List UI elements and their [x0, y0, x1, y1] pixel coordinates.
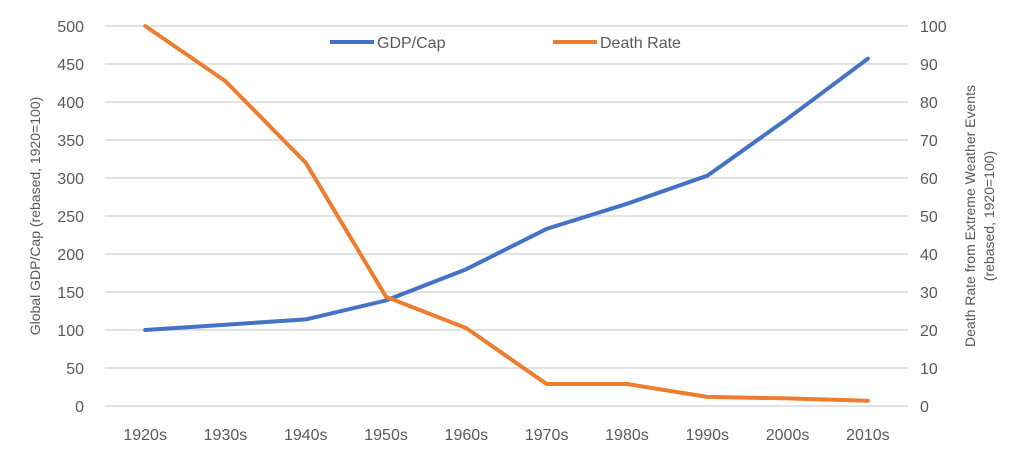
series-line-death-rate [143, 24, 870, 403]
y-tick-label-right: 0 [920, 399, 929, 416]
y-tick-label-left: 450 [57, 57, 84, 74]
y-tick-label-right: 70 [920, 133, 938, 150]
x-tick-label: 1980s [605, 427, 649, 444]
x-axis-ticks: 1920s 1930s 1940s 1950s 1960s 1970s 1980s 1990s… [123, 427, 889, 444]
legend-label-gdp: GDP/Cap [377, 35, 446, 52]
x-tick-label: 1990s [685, 427, 729, 444]
y-tick-label-right: 80 [920, 95, 938, 112]
gridlines [105, 25, 908, 407]
y-axis-left-ticks: 0 50 100 150 200 250 300 350 400 450 500 [57, 19, 84, 416]
series-line-gdp-cap [143, 56, 870, 332]
y-tick-label-left: 50 [66, 361, 84, 378]
series-lines [143, 24, 870, 403]
y-tick-label-left: 150 [57, 285, 84, 302]
x-tick-label: 1970s [525, 427, 569, 444]
y-tick-label-right: 100 [920, 19, 947, 36]
y-tick-label-left: 300 [57, 171, 84, 188]
y-axis-right-title-line2: (rebased, 1920=100) [981, 151, 997, 281]
y-tick-label-left: 250 [57, 209, 84, 226]
x-tick-label: 1950s [364, 427, 408, 444]
y-axis-left-title: Global GDP/Cap (rebased, 1920=100) [27, 97, 43, 336]
y-tick-label-left: 400 [57, 95, 84, 112]
y-tick-label-left: 200 [57, 247, 84, 264]
y-tick-label-left: 350 [57, 133, 84, 150]
y-tick-label-right: 10 [920, 361, 938, 378]
legend: GDP/Cap Death Rate [330, 35, 681, 52]
y-tick-label-left: 0 [75, 399, 84, 416]
y-tick-label-right: 20 [920, 323, 938, 340]
y-tick-label-right: 30 [920, 285, 938, 302]
y-tick-label-left: 500 [57, 19, 84, 36]
x-tick-label: 2010s [846, 427, 890, 444]
x-tick-label: 2000s [766, 427, 810, 444]
y-axis-right-title-line1: Death Rate from Extreme Weather Events [962, 85, 978, 347]
y-axis-right-ticks: 0 10 20 30 40 50 60 70 80 90 100 [920, 19, 947, 416]
x-tick-label: 1920s [123, 427, 167, 444]
x-tick-label: 1960s [445, 427, 489, 444]
x-tick-label: 1940s [284, 427, 328, 444]
x-tick-label: 1930s [204, 427, 248, 444]
y-tick-label-right: 50 [920, 209, 938, 226]
legend-label-death-rate: Death Rate [600, 35, 681, 52]
y-tick-label-left: 100 [57, 323, 84, 340]
y-tick-label-right: 60 [920, 171, 938, 188]
y-tick-label-right: 40 [920, 247, 938, 264]
y-tick-label-right: 90 [920, 57, 938, 74]
